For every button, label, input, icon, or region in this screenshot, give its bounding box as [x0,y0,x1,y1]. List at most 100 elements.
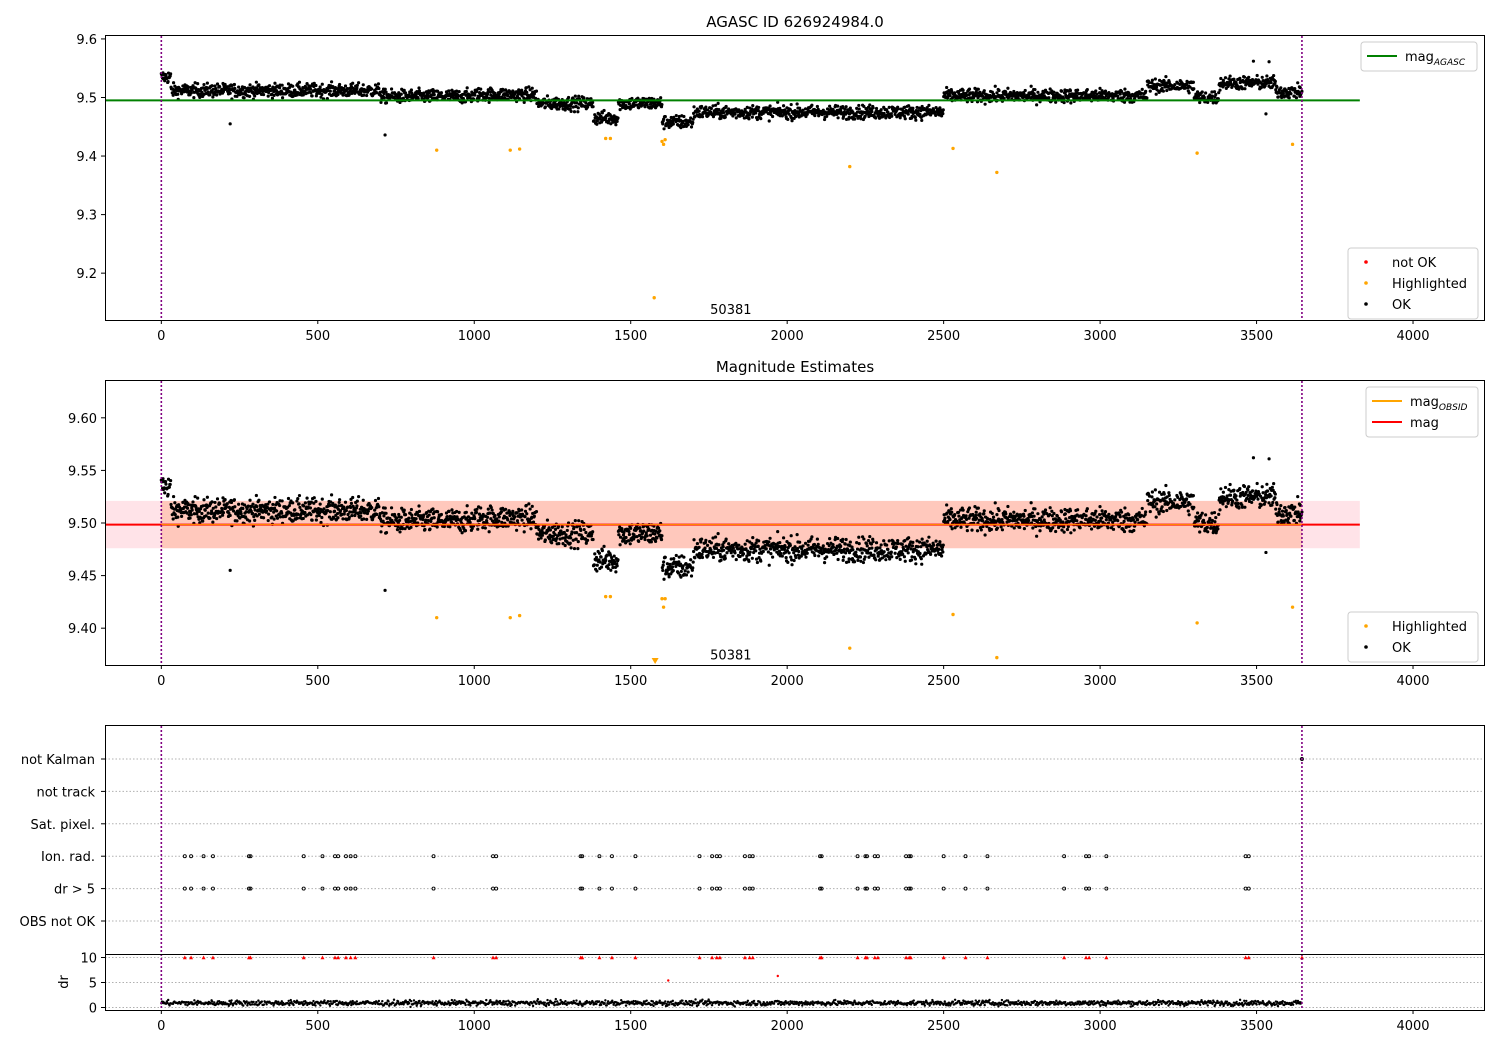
ok-point [902,555,907,559]
ok-point [592,119,596,123]
ok-point [683,569,687,573]
ok-point [545,94,550,98]
ok-point [490,508,494,512]
ok-point [896,107,900,111]
ok-point [674,113,678,118]
ok-point [750,115,754,119]
ok-point [980,519,985,523]
ok-point [218,92,222,96]
ok-point [904,544,908,548]
ok-point [789,534,793,538]
ok-point [548,528,553,532]
ok-point [716,101,720,105]
ok-point [1103,89,1108,93]
ok-point [297,493,302,498]
ok-point [1040,515,1044,519]
ok-point [711,555,716,560]
ok-point [1052,511,1056,516]
ok-point [343,500,348,504]
ok-point [1192,87,1196,91]
ok-point [978,512,982,516]
ok-point [574,537,578,541]
ok-point [537,527,541,532]
ok-point [751,536,755,540]
ok-point [403,91,408,95]
ok-point [618,107,622,112]
agasc-xtick-label: 500 [305,329,330,344]
ok-point [1148,89,1152,93]
ok-point [700,552,704,556]
ok-point [427,513,431,517]
ok-point [389,506,394,510]
ok-point [329,493,334,497]
ok-point [979,528,983,532]
ok-point [870,546,874,550]
ok-point [576,110,580,114]
ok-point [1033,507,1037,511]
ok-point [264,509,269,513]
ok-point [769,552,773,556]
ok-point [677,114,681,119]
ok-point [670,565,675,569]
ok-point [347,515,351,520]
ok-point [579,528,583,532]
ok-point [964,514,968,518]
ok-point [1267,60,1271,64]
ok-point [700,115,705,119]
ok-point [699,540,703,544]
agasc-panel: AGASC ID 626924984.0 0 500 1000 1500 2000 250… [76,13,1485,344]
ok-point [233,505,237,509]
ok-point [215,497,220,501]
ok-point [975,93,979,97]
ok-point [776,530,780,534]
ok-point [713,103,718,107]
ok-point [291,84,295,88]
ok-point [900,542,904,546]
ok-point [645,102,649,107]
ok-point [266,94,270,98]
ok-point [995,526,999,530]
ok-point [1144,89,1148,93]
ok-point [1069,531,1073,535]
magnitude-panel-title: Magnitude Estimates [716,358,874,376]
ok-point [186,85,190,89]
ok-point [173,512,177,517]
ok-point [362,517,366,521]
ok-point [522,530,526,534]
ok-point [310,94,314,98]
ok-point [874,558,878,562]
ok-point [1006,504,1010,509]
ok-point [528,95,533,99]
ok-point [627,529,631,534]
ok-point [1051,526,1055,530]
ok-point [637,539,641,543]
ok-point [797,549,801,554]
ok-point [275,89,279,93]
ok-point [886,547,890,552]
ok-point [858,555,863,559]
ok-point [261,516,266,520]
ok-point [855,106,859,111]
agasc-bottom-legend-label: not OK [1392,256,1437,271]
ok-point [361,83,365,87]
ok-point [1145,96,1149,100]
ok-point [778,106,782,110]
ok-point [527,85,531,89]
ok-point [1022,92,1026,96]
ok-point [903,559,907,563]
ok-point [934,113,938,117]
ok-point [485,95,489,100]
ok-point [278,86,282,90]
ok-point [643,537,647,542]
ok-point [839,108,843,113]
ok-point [326,88,330,93]
ok-point [689,116,693,120]
ok-point [403,513,408,517]
ok-point [815,537,819,541]
ok-point [931,108,936,112]
ok-point [215,82,220,86]
ok-point [982,512,986,516]
ok-point [539,536,543,540]
ok-point [911,106,915,110]
